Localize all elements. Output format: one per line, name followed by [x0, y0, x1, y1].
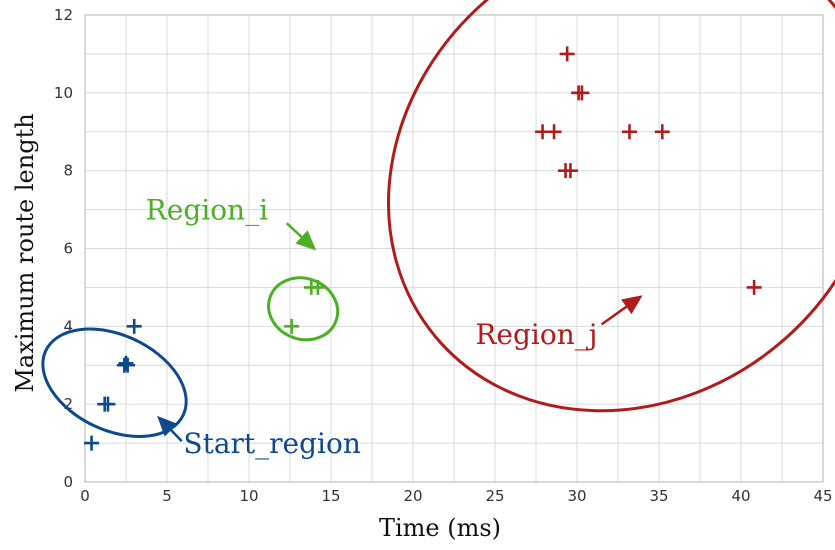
y-tick-label: 12: [54, 6, 73, 24]
data-point: [654, 124, 670, 140]
x-axis-title: Time (ms): [379, 514, 501, 542]
data-point: [746, 279, 762, 295]
data-point: [562, 163, 578, 179]
x-tick-label: 15: [321, 487, 340, 505]
y-tick-label: 8: [63, 162, 73, 180]
data-point: [126, 318, 142, 334]
region-arrow-shaft: [285, 222, 303, 238]
x-tick-label: 40: [731, 487, 750, 505]
region-ellipse: [387, 0, 835, 413]
y-tick-label: 10: [54, 84, 73, 102]
y-axis-title: Maximum route length: [11, 113, 39, 392]
region-arrow-head: [157, 415, 178, 437]
x-tick-label: 30: [567, 487, 586, 505]
y-tick-label: 6: [63, 240, 73, 258]
x-axis-ticks: 0 5 10 15 20 25 30 35 40 45: [80, 487, 832, 505]
x-tick-label: 5: [162, 487, 172, 505]
data-point: [284, 318, 300, 334]
x-tick-label: 0: [80, 487, 90, 505]
region-arrow-shaft: [600, 305, 628, 326]
region-ellipse: [41, 327, 188, 438]
data-point: [310, 279, 326, 295]
grid: [84, 14, 824, 483]
y-axis-ticks: 0 2 4 6 8 10 12: [54, 6, 73, 491]
x-tick-label: 35: [649, 487, 668, 505]
y-tick-label: 4: [63, 317, 73, 335]
y-tick-label: 2: [63, 395, 73, 413]
data-point: [559, 46, 575, 62]
x-tick-label: 20: [403, 487, 422, 505]
region-ellipse: [267, 276, 340, 342]
data-point: [118, 355, 134, 371]
regions: Start_region Region_i Region_j: [41, 0, 835, 460]
x-tick-label: 45: [813, 487, 832, 505]
region-label: Region_j: [475, 318, 597, 351]
region-label: Start_region: [183, 427, 361, 460]
region-arrow-head: [295, 230, 317, 251]
data-point: [546, 124, 562, 140]
x-tick-label: 25: [485, 487, 504, 505]
y-tick-label: 0: [63, 473, 73, 491]
data-points: [84, 46, 762, 451]
region-label: Region_i: [146, 193, 268, 226]
region-arrow-shaft: [170, 429, 183, 443]
data-point: [100, 396, 116, 412]
region-arrow-head: [621, 295, 643, 315]
data-point: [621, 124, 637, 140]
x-tick-label: 10: [239, 487, 258, 505]
data-point: [84, 435, 100, 451]
data-point: [574, 85, 590, 101]
data-point: [120, 357, 136, 373]
plot-frame: [84, 14, 824, 483]
